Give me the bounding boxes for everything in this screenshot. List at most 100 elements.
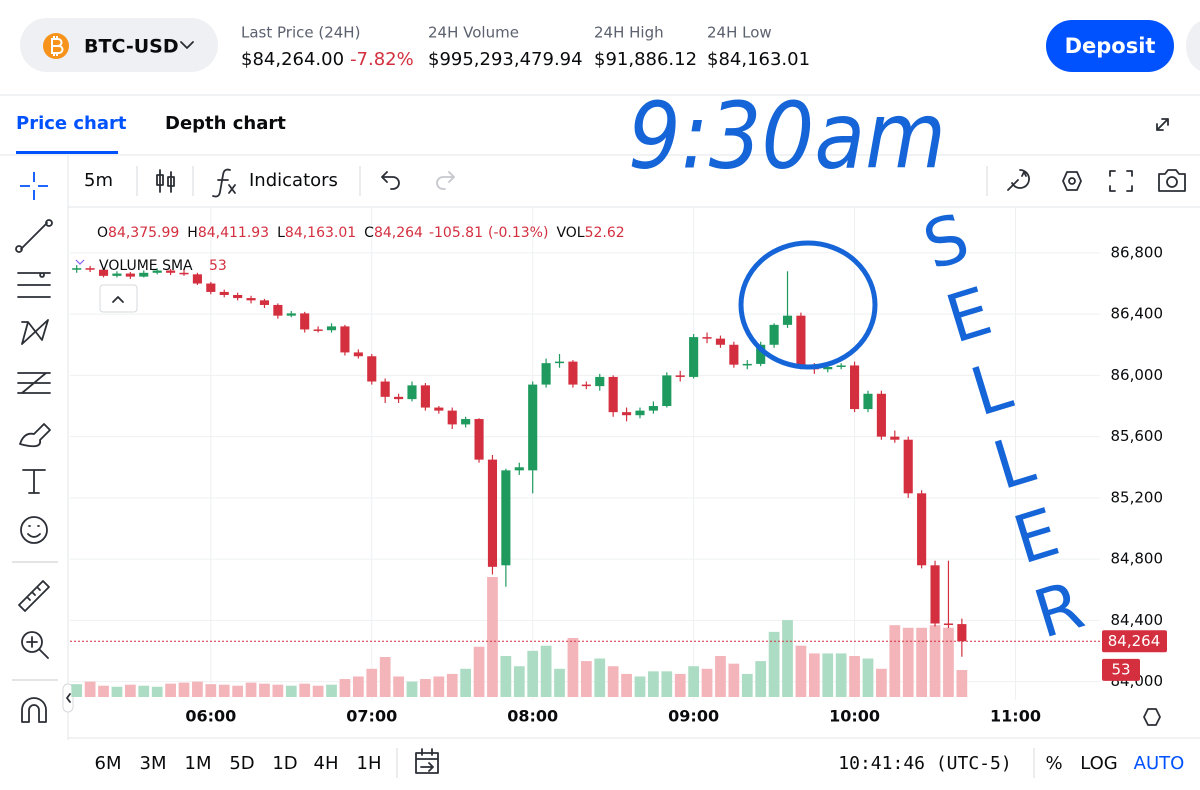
emoji-tool[interactable]: [20, 516, 48, 544]
line-tool[interactable]: [15, 219, 53, 253]
date-range-icon[interactable]: [415, 748, 439, 774]
volume-bar: [956, 670, 968, 697]
symbol[interactable]: BTC-USD: [84, 36, 179, 58]
volume-bar: [835, 653, 847, 697]
volume-bar: [98, 685, 109, 697]
magic-icon[interactable]: [1007, 169, 1030, 191]
zoom-tool[interactable]: [21, 631, 49, 659]
candle-body: [273, 304, 283, 316]
volume-bar: [728, 663, 740, 697]
magnet-tool[interactable]: [21, 697, 47, 723]
y-tick-label: 86,000: [1111, 366, 1164, 384]
candle-body: [863, 393, 873, 410]
brush-tool[interactable]: [19, 423, 51, 448]
volume-bar: [339, 679, 351, 697]
candle-body: [72, 268, 82, 270]
candle-body: [487, 459, 498, 567]
interval[interactable]: 5m: [84, 170, 113, 191]
volume-bar: [165, 683, 176, 697]
volume-bar: [299, 683, 311, 697]
tab-depth-chart[interactable]: Depth chart: [165, 113, 286, 134]
tab-price-chart[interactable]: Price chart: [16, 113, 127, 134]
volume-bars: [71, 577, 968, 697]
range-button[interactable]: 5D: [229, 753, 254, 774]
volume-bar: [151, 686, 163, 697]
range-button[interactable]: 1D: [272, 753, 297, 774]
axes: 84,00084,40084,80085,20085,60086,00086,4…: [70, 243, 1167, 726]
more-button[interactable]: [1186, 20, 1200, 72]
candle-body: [246, 298, 256, 301]
candle-body: [943, 623, 954, 625]
fib-tool[interactable]: [17, 272, 51, 298]
candle-body: [568, 361, 578, 385]
settings-icon[interactable]: [1062, 171, 1082, 191]
stat-label: 24H High: [594, 24, 664, 42]
range-button[interactable]: 1M: [185, 753, 212, 774]
annotation-seller: SELLER: [898, 194, 1107, 658]
volume-bar: [232, 685, 244, 697]
axis-settings[interactable]: [1143, 708, 1161, 726]
redo-icon[interactable]: [436, 171, 455, 190]
range-buttons: 6M 3M 1M 5D 1D 4H 1H: [95, 753, 382, 774]
volume-bar: [178, 682, 190, 697]
deposit-label[interactable]: Deposit: [1065, 34, 1156, 58]
fullscreen-icon[interactable]: [1109, 170, 1133, 192]
volume-bar: [876, 668, 887, 697]
undo-icon[interactable]: [381, 171, 400, 190]
volume-bar: [393, 676, 404, 697]
volume-bar: [312, 685, 324, 697]
camera-icon[interactable]: [1158, 169, 1186, 192]
log-toggle[interactable]: LOG: [1080, 753, 1118, 774]
candle-body: [112, 273, 122, 276]
legend-value: 84,163.01: [285, 225, 356, 241]
volume-bar: [701, 668, 713, 697]
candle-body: [179, 272, 189, 275]
indicators[interactable]: Indicators: [249, 170, 338, 191]
crosshair-tool[interactable]: [20, 172, 48, 200]
percent-toggle[interactable]: %: [1045, 753, 1062, 774]
legend-key: VOL: [556, 225, 584, 241]
volume-bar: [473, 646, 485, 697]
candle-body: [930, 565, 940, 624]
candle-body: [756, 344, 766, 364]
pattern-tool[interactable]: [21, 319, 49, 345]
volume-bar: [138, 685, 150, 697]
last-price-label: 84,264: [1108, 632, 1161, 650]
volume-bar: [205, 684, 217, 697]
volume-bar: [527, 650, 539, 697]
candle-body: [769, 324, 779, 345]
expand-icon[interactable]: [1156, 118, 1169, 131]
range-button[interactable]: 1H: [357, 753, 382, 774]
volume-bar: [111, 686, 123, 697]
y-tick-label: 84,400: [1111, 611, 1164, 629]
legend-change: -105.81: [429, 225, 483, 241]
volume-bar: [192, 681, 203, 697]
stat-label: 24H Volume: [428, 24, 519, 42]
candle-body: [166, 270, 176, 273]
volume-bar: [433, 676, 445, 697]
candle-body: [514, 467, 524, 471]
legend-key: L: [277, 225, 285, 241]
volume-bar: [272, 684, 284, 697]
candle-body: [702, 337, 712, 339]
range-button[interactable]: 3M: [140, 753, 167, 774]
candle-body: [85, 268, 95, 270]
candle-body: [340, 326, 350, 353]
measure-tool[interactable]: [18, 580, 50, 612]
volume-bar: [943, 627, 954, 697]
auto-toggle[interactable]: AUTO: [1134, 753, 1185, 774]
range-button[interactable]: 6M: [95, 753, 122, 774]
volume-bar: [621, 673, 632, 697]
range-button[interactable]: 4H: [314, 753, 339, 774]
deposit-button[interactable]: [1046, 20, 1174, 72]
text-tool[interactable]: [22, 469, 46, 494]
x-tick-label: 07:00: [346, 707, 397, 726]
candle-body: [300, 313, 310, 330]
legend-marker: [75, 259, 85, 265]
fx-icon[interactable]: [212, 168, 236, 198]
candle-type-icon[interactable]: [156, 169, 175, 193]
symbol-selector[interactable]: [20, 18, 218, 72]
candle-body: [796, 315, 806, 367]
projection-tool[interactable]: [17, 372, 51, 394]
